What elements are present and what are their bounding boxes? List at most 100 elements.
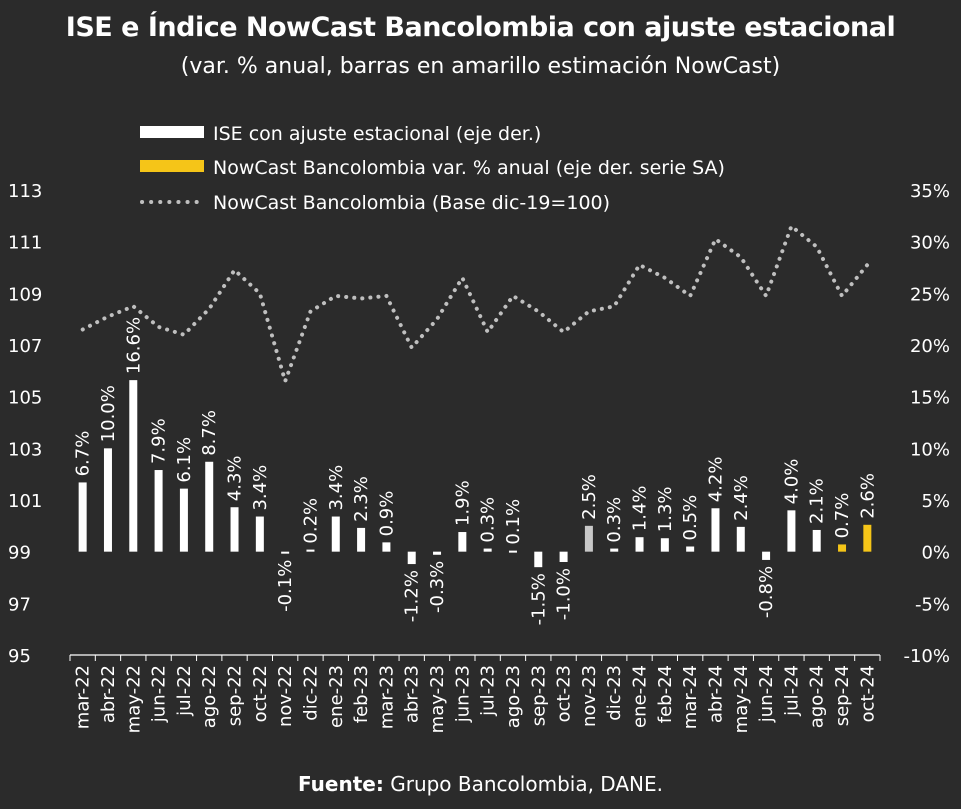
data-label: 4.3% [225,455,246,501]
data-label: 2.6% [857,473,878,519]
right-axis-tick-label: 25% [910,284,950,305]
chart-title: ISE e Índice NowCast Bancolombia con aju… [65,12,896,43]
data-label: 0.3% [604,497,625,543]
right-axis-tick-label: 30% [910,233,950,254]
x-axis-tick-label: ago-22 [199,665,220,728]
x-axis-tick-label: mar-22 [73,665,94,729]
x-axis-tick-label: may-24 [731,665,752,733]
data-label: 1.3% [655,486,676,532]
data-label: 8.7% [199,410,220,456]
bar [508,550,517,553]
data-label: 0.9% [376,491,397,537]
bar [863,524,872,552]
data-label: -0.3% [427,561,448,613]
bar [281,551,290,554]
x-axis-tick-label: jul-22 [174,665,195,717]
bar [534,551,543,568]
bar [610,548,619,552]
x-axis-tick-label: jun-24 [756,665,777,723]
data-label: 3.4% [250,465,271,511]
right-axis-tick-label: 10% [910,439,950,460]
bar [306,549,315,552]
bar [205,461,214,552]
bar [686,546,695,552]
x-axis-tick-label: mar-23 [376,665,397,729]
data-label: 6.1% [174,437,195,483]
bar [812,529,821,552]
bar [154,470,163,552]
bar [382,542,391,552]
left-axis-tick-label: 95 [8,646,31,667]
x-axis-tick-label: oct-22 [250,665,271,722]
left-axis-tick-label: 99 [8,543,31,564]
source-text: Grupo Bancolombia, DANE. [390,772,663,796]
left-axis-tick-label: 111 [8,233,42,254]
bar [660,538,669,552]
bar [331,516,340,552]
data-label: 2.5% [579,474,600,520]
data-label: 2.4% [731,475,752,521]
bar [483,548,492,552]
legend-label: ISE con ajuste estacional (eje der.) [213,123,541,145]
x-axis-tick-label: oct-24 [857,665,878,722]
data-label: -1.2% [402,570,423,622]
x-axis-tick-label: may-23 [427,665,448,733]
chart-subtitle: (var. % anual, barras en amarillo estima… [180,54,781,79]
bar [635,537,644,552]
data-label: 6.7% [73,431,94,477]
x-axis-tick-label: may-22 [123,665,144,733]
data-label: 0.7% [832,493,853,539]
right-axis-tick-label: 20% [910,336,950,357]
index-line-series [80,222,870,388]
bar [129,380,138,552]
bar [433,551,442,555]
bar [407,551,416,565]
data-label: 4.0% [781,459,802,505]
left-axis-tick-label: 97 [8,594,31,615]
x-axis-tick-label: feb-24 [655,665,676,723]
x-axis-tick-label: ene-23 [326,665,347,728]
data-label: 0.1% [503,499,524,545]
bar [357,527,366,552]
bar [179,488,188,552]
bar [458,532,467,552]
data-label: 16.6% [123,317,144,374]
data-label: 0.5% [680,495,701,541]
x-axis-tick-label: ene-24 [630,665,651,728]
data-label: -0.1% [275,560,296,612]
bar [559,551,568,562]
data-label: 10.0% [98,385,119,442]
x-axis-tick-label: sep-22 [225,665,246,726]
right-axis-tick-label: 0% [921,543,950,564]
data-label: -1.5% [528,573,549,625]
bar [736,526,745,552]
bar [787,510,796,552]
bar [255,516,264,552]
x-axis-tick-label: jun-23 [452,665,473,723]
data-label: 0.2% [300,498,321,544]
data-label: 2.1% [807,478,828,524]
data-label: 2.3% [351,476,372,522]
x-axis-tick-label: sep-23 [528,665,549,726]
x-axis-tick-label: abr-23 [402,665,423,723]
x-axis-tick-label: dic-23 [604,665,625,721]
right-axis-tick-label: 5% [921,491,950,512]
right-axis-tick-label: 35% [910,181,950,202]
bar [711,508,720,552]
legend-swatch [140,126,204,138]
x-axis-tick-label: oct-23 [554,665,575,722]
bar [230,507,239,552]
x-axis-tick-label: nov-23 [579,665,600,727]
legend-label: NowCast Bancolombia var. % anual (eje de… [213,157,725,179]
left-axis-tick-label: 107 [8,336,42,357]
right-axis-tick-label: -10% [903,646,950,667]
left-axis-tick-label: 101 [8,491,42,512]
x-axis-tick-label: jul-23 [478,665,499,717]
left-axis-tick-label: 103 [8,439,42,460]
data-label: 1.9% [452,480,473,526]
x-axis-tick-label: abr-22 [98,665,119,723]
data-label: 3.4% [326,465,347,511]
left-axis-tick-label: 105 [8,388,42,409]
right-axis-tick-label: 15% [910,388,950,409]
